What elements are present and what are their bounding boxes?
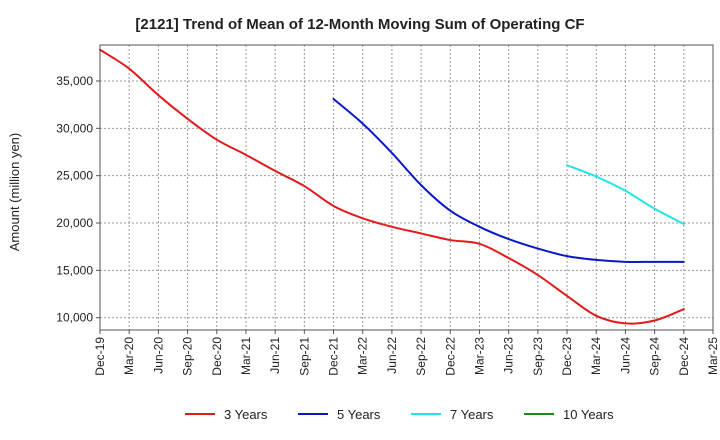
x-tick-label: Mar-24 xyxy=(589,337,603,375)
x-tick-label: Dec-19 xyxy=(93,337,107,376)
x-tick-label: Sep-22 xyxy=(414,337,428,376)
x-tick-label: Jun-21 xyxy=(268,337,282,374)
x-tick-label: Dec-20 xyxy=(210,337,224,376)
x-tick-label: Jun-23 xyxy=(502,337,516,374)
series-line-7-years xyxy=(566,164,685,225)
series-line-3-years xyxy=(99,48,685,325)
plot-frame xyxy=(99,44,714,331)
legend-label: 7 Years xyxy=(450,407,494,422)
y-tick-label: 35,000 xyxy=(56,74,93,88)
x-tick-label: Dec-22 xyxy=(443,337,457,376)
x-tick-label: Dec-24 xyxy=(677,337,691,376)
x-tick-label: Dec-23 xyxy=(560,337,574,376)
y-tick-label: 20,000 xyxy=(56,216,93,230)
y-tick-label: 15,000 xyxy=(56,263,93,277)
x-tick-label: Jun-24 xyxy=(618,337,632,374)
x-tick-label: Sep-23 xyxy=(531,337,545,376)
x-axis: Dec-19 Mar-20 Jun-20 Sep-20 Dec-20 Mar-21 Jun-… xyxy=(93,330,720,376)
x-tick-label: Mar-20 xyxy=(122,337,136,375)
grid xyxy=(99,45,714,330)
y-tick-label: 10,000 xyxy=(56,311,93,325)
x-tick-label: Sep-20 xyxy=(181,337,195,376)
y-axis: 10,000 15,000 20,000 25,000 30,000 35,000 xyxy=(56,74,100,325)
plot-lines xyxy=(99,48,685,325)
x-tick-label: Dec-21 xyxy=(327,337,341,376)
y-tick-label: 25,000 xyxy=(56,169,93,183)
x-tick-label: Sep-24 xyxy=(648,337,662,376)
x-tick-label: Mar-23 xyxy=(472,337,486,375)
x-tick-label: Sep-21 xyxy=(297,337,311,376)
legend-label: 3 Years xyxy=(224,407,268,422)
legend: 3 Years 5 Years 7 Years 10 Years xyxy=(185,407,614,422)
x-tick-label: Mar-25 xyxy=(706,337,720,375)
x-tick-label: Mar-22 xyxy=(356,337,370,375)
legend-label: 5 Years xyxy=(337,407,381,422)
x-tick-label: Jun-22 xyxy=(385,337,399,374)
x-tick-label: Mar-21 xyxy=(239,337,253,375)
legend-label: 10 Years xyxy=(563,407,614,422)
y-axis-label: Amount (million yen) xyxy=(7,133,22,252)
chart-title: [2121] Trend of Mean of 12-Month Moving … xyxy=(135,16,584,33)
y-tick-label: 30,000 xyxy=(56,121,93,135)
x-tick-label: Jun-20 xyxy=(151,337,165,374)
series-line-5-years xyxy=(332,97,685,263)
